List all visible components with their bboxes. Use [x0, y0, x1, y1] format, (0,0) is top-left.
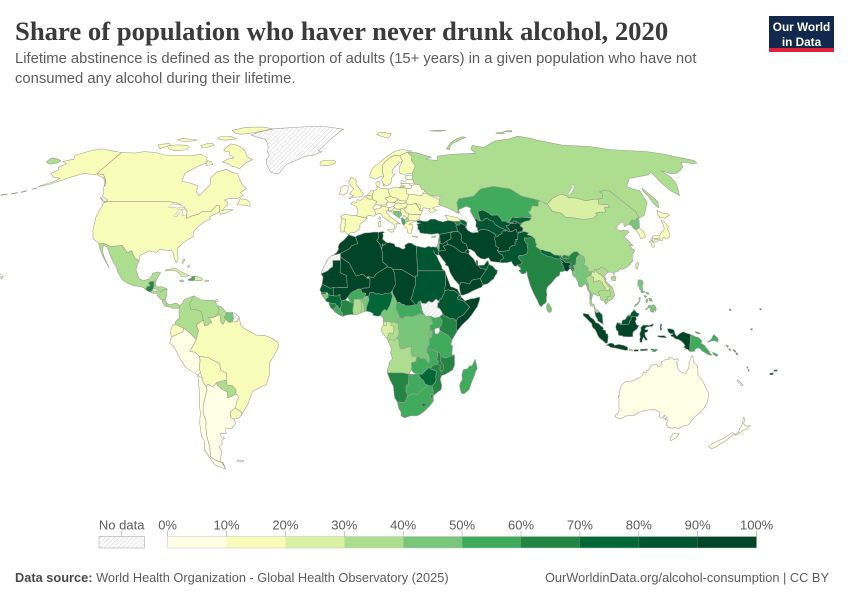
- svg-text:60%: 60%: [508, 518, 534, 533]
- svg-text:100%: 100%: [740, 518, 774, 533]
- svg-text:40%: 40%: [390, 518, 416, 533]
- svg-text:90%: 90%: [685, 518, 711, 533]
- svg-text:80%: 80%: [626, 518, 652, 533]
- svg-text:50%: 50%: [449, 518, 475, 533]
- svg-text:70%: 70%: [567, 518, 593, 533]
- svg-text:20%: 20%: [272, 518, 298, 533]
- svg-text:0%: 0%: [158, 518, 177, 533]
- svg-text:No data: No data: [99, 518, 145, 533]
- svg-text:30%: 30%: [331, 518, 357, 533]
- svg-text:10%: 10%: [213, 518, 239, 533]
